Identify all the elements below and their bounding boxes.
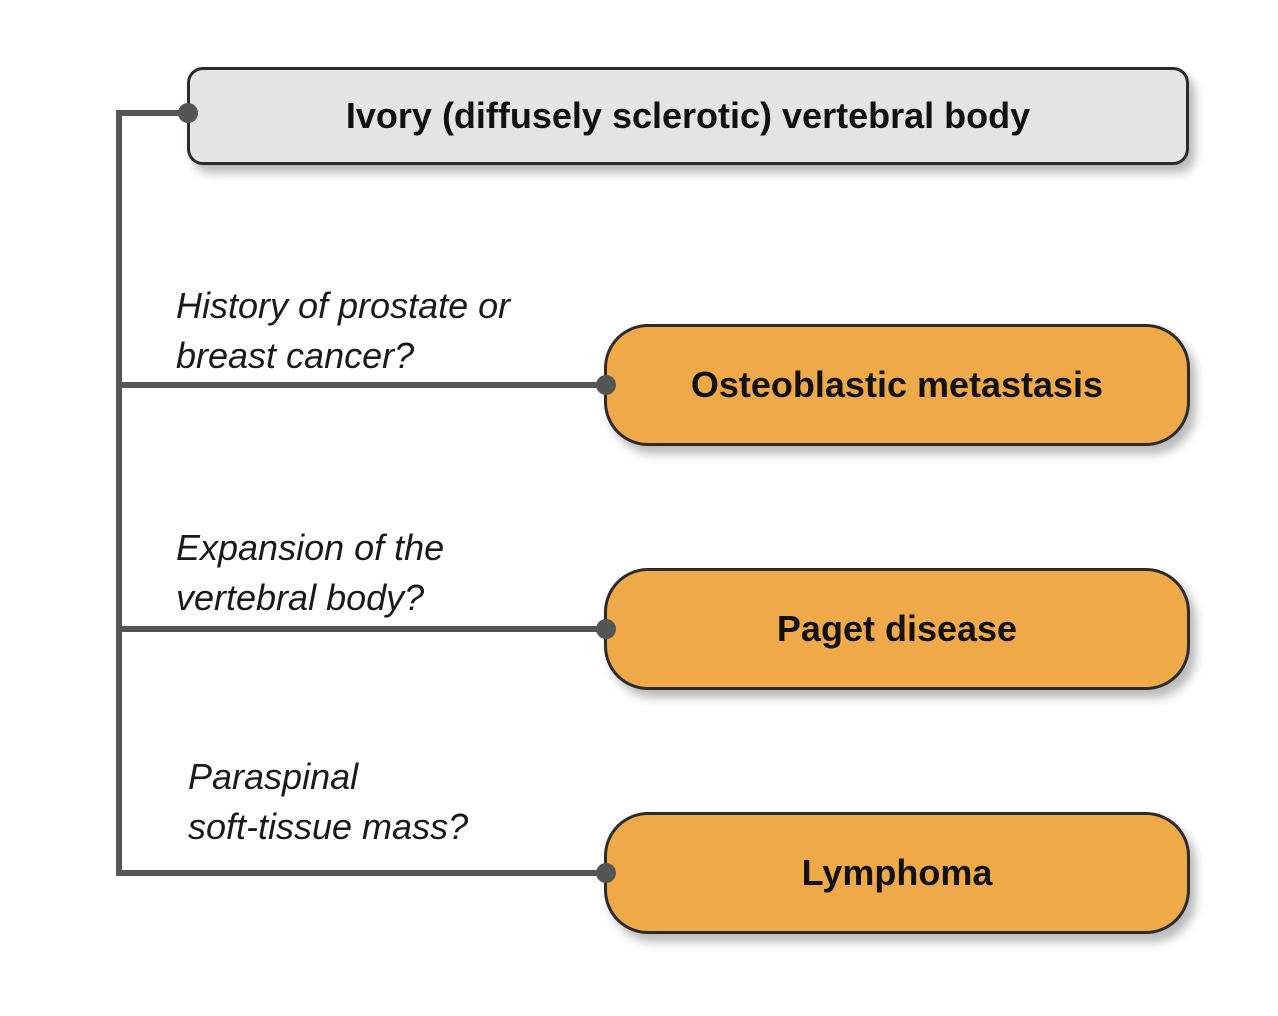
root-node: Ivory (diffusely sclerotic) vertebral bo… xyxy=(187,67,1189,165)
question-1-line-2: breast cancer? xyxy=(176,335,415,376)
outcome-node-1-label: Osteoblastic metastasis xyxy=(690,364,1104,405)
question-1-line-1: History of prostate or xyxy=(176,285,511,326)
outcome-node-1: Osteoblastic metastasis xyxy=(604,324,1190,446)
branch-question-3: Paraspinal soft-tissue mass? xyxy=(188,752,468,852)
outcome-node-2-label: Paget disease xyxy=(776,608,1018,649)
outcome-node-2: Paget disease xyxy=(604,568,1190,690)
question-2-line-2: vertebral body? xyxy=(176,577,425,618)
question-2-line-1: Expansion of the xyxy=(176,527,445,568)
branch-question-2: Expansion of the vertebral body? xyxy=(176,523,444,623)
branch-question-1: History of prostate or breast cancer? xyxy=(176,281,510,381)
outcome-node-3: Lymphoma xyxy=(604,812,1190,934)
question-3-line-1: Paraspinal xyxy=(188,756,359,797)
outcome-node-3-label: Lymphoma xyxy=(801,852,993,893)
question-3-line-2: soft-tissue mass? xyxy=(188,806,469,847)
root-node-label: Ivory (diffusely sclerotic) vertebral bo… xyxy=(345,95,1031,136)
